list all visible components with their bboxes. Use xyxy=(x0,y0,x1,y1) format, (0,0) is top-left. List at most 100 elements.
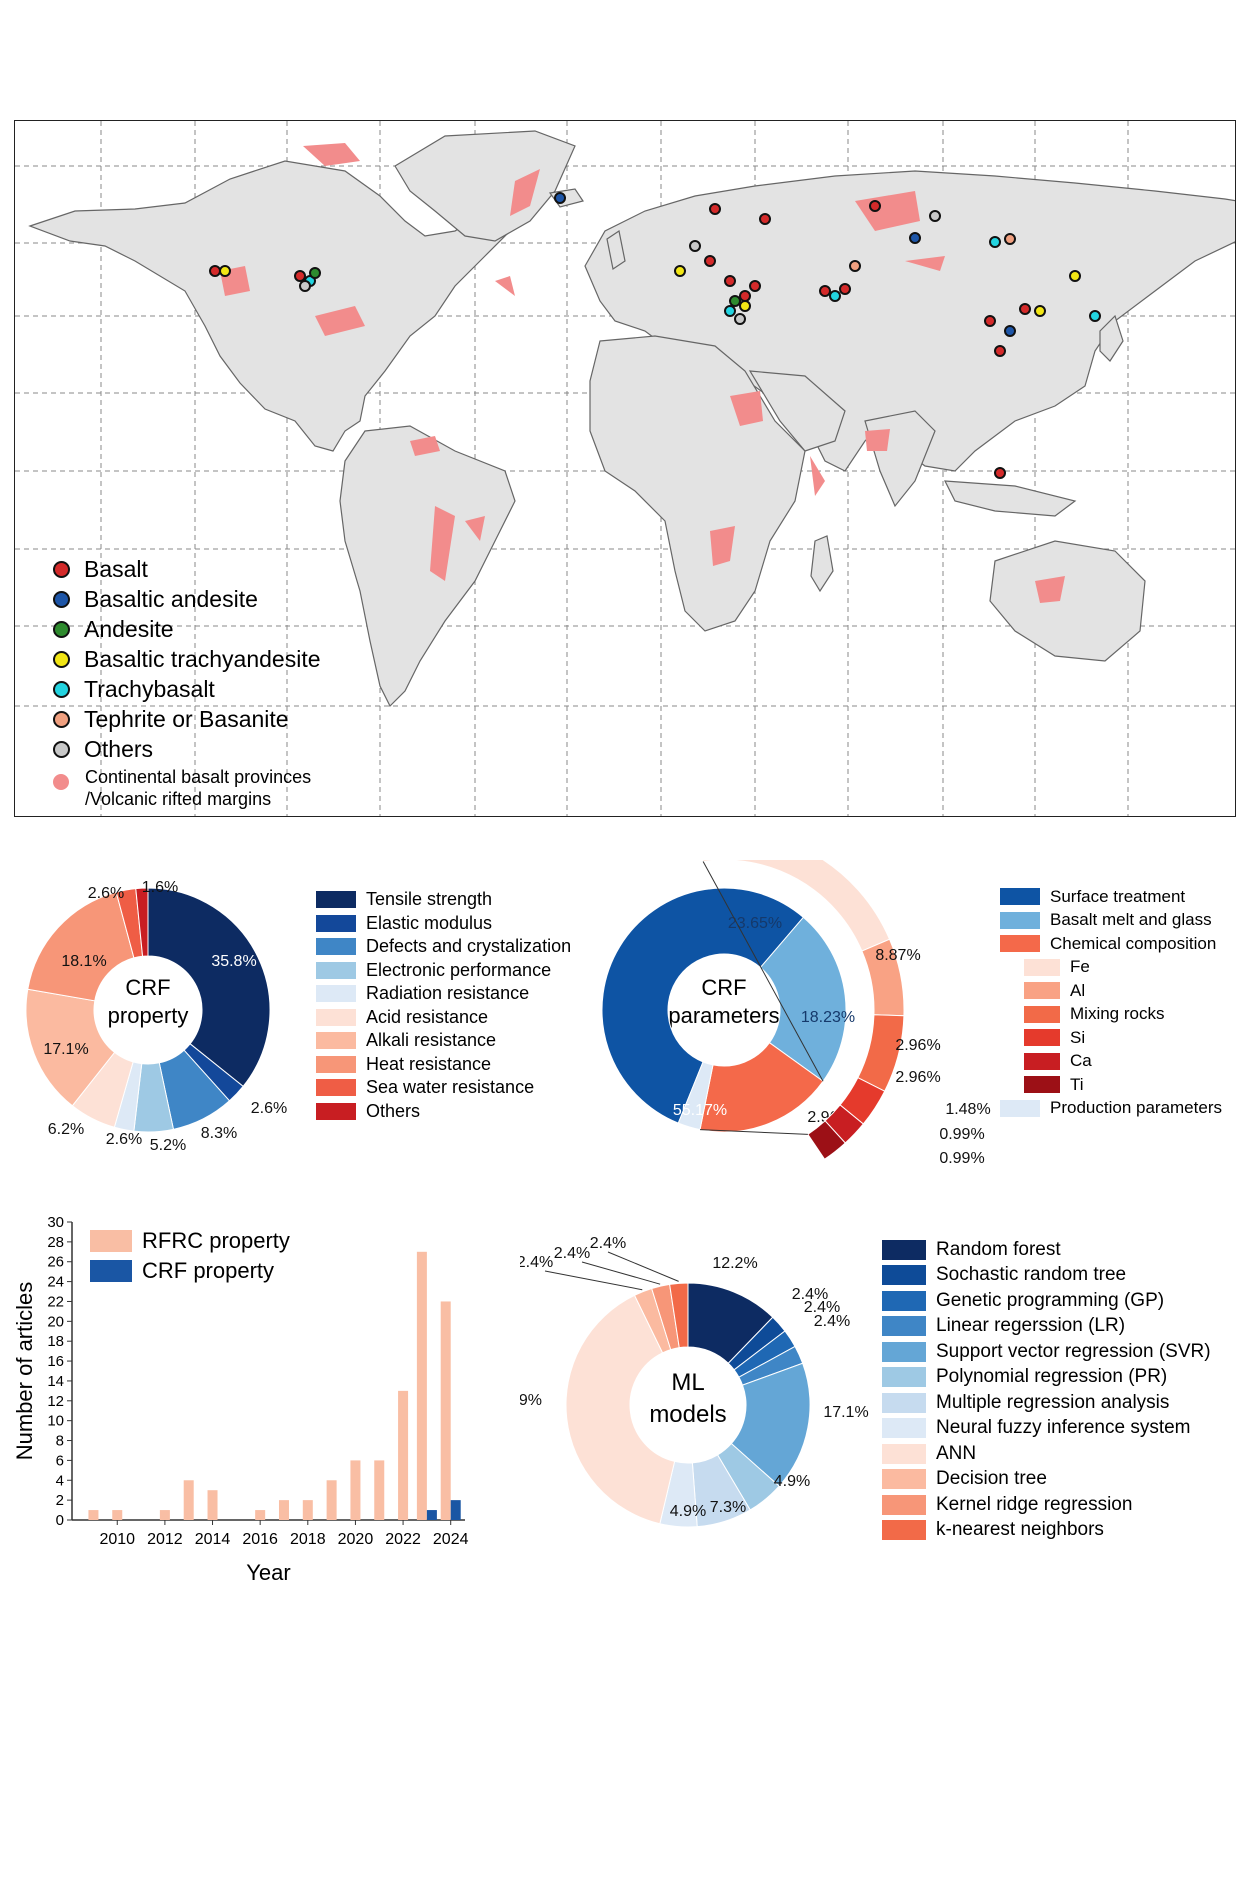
bar-rfrc-property-2020 xyxy=(350,1460,361,1520)
slice-label: 8.3% xyxy=(201,1125,237,1142)
legend-swatch xyxy=(316,914,356,932)
greenland xyxy=(394,130,576,242)
x-tick-label: 2020 xyxy=(338,1531,374,1548)
bar-rfrc-property-2023 xyxy=(416,1251,427,1520)
legend-label: Kernel ridge regression xyxy=(936,1493,1133,1515)
sample-basaltic-andesite xyxy=(554,192,566,204)
donut-center-label: property xyxy=(108,1003,189,1028)
legend-label: Polynomial regression (PR) xyxy=(936,1366,1168,1388)
legend-label: Radiation resistance xyxy=(366,983,530,1004)
y-tick-label: 14 xyxy=(47,1373,64,1390)
donut-center-label: CRF xyxy=(701,975,746,1000)
legend-label: Tephrite or Basanite xyxy=(84,705,289,732)
sample-basalt xyxy=(839,283,851,295)
legend-label: RFRC property xyxy=(142,1228,290,1253)
legend-label: Elastic modulus xyxy=(366,912,493,933)
legend-area-swatch xyxy=(53,774,69,790)
legend-dot xyxy=(53,650,70,668)
x-axis-label: Year xyxy=(246,1560,290,1585)
x-tick-label: 2010 xyxy=(99,1531,135,1548)
sample-others xyxy=(689,240,701,252)
legend-item-neural-fuzzy-inference-system: Neural fuzzy inference system xyxy=(882,1416,1211,1442)
donut-slice-ann xyxy=(565,1294,676,1525)
legend-item-decision-tree: Decision tree xyxy=(882,1467,1211,1493)
donut-slice-chemical-composition xyxy=(699,1041,824,1133)
bar-rfrc-property-2009 xyxy=(88,1510,99,1520)
legend-swatch xyxy=(882,1494,926,1515)
sample-basalt xyxy=(1019,303,1031,315)
crf-property-legend: Tensile strength Elastic modulus Defects a… xyxy=(316,888,571,1123)
legend-label: Sochastic random tree xyxy=(936,1264,1127,1286)
legend-item-random-forest: Random forest xyxy=(882,1237,1211,1263)
sample-andesite xyxy=(729,295,741,307)
legend-label: Acid resistance xyxy=(366,1006,489,1027)
legend-label: Basalt xyxy=(84,555,148,582)
crf-parameters-legend: Surface treatment Basalt melt and glass Ch… xyxy=(1000,885,1222,1120)
legend-dot xyxy=(53,740,70,758)
sample-basalt xyxy=(819,285,831,297)
legend-label: k-nearest neighbors xyxy=(936,1519,1104,1541)
y-tick-label: 22 xyxy=(47,1293,64,1310)
legend-label: Basaltic andesite xyxy=(84,585,258,612)
slice-label: 4.9% xyxy=(774,1473,810,1490)
sample-points xyxy=(209,192,1101,479)
legend-item-ca: Ca xyxy=(1000,1050,1222,1074)
breakdown-label: 2.96% xyxy=(895,1037,940,1054)
donut-center-label: parameters xyxy=(668,1003,779,1028)
legend-swatch xyxy=(1024,1029,1060,1047)
slice-label: 55.17% xyxy=(673,1102,727,1119)
donut-slice-basalt-melt-and-glass xyxy=(759,916,847,1082)
legend-item-trachybasalt: Trachybasalt xyxy=(53,674,321,704)
donut-slice-others xyxy=(135,887,149,957)
north-america xyxy=(28,160,517,452)
legend-item-defects-and-crystalization: Defects and crystalization xyxy=(316,935,571,959)
slice-label: 17.1% xyxy=(823,1404,868,1421)
legend-item-polynomial-regression-pr: Polynomial regression (PR) xyxy=(882,1365,1211,1391)
legend-label: Others xyxy=(366,1100,421,1121)
y-tick-label: 0 xyxy=(56,1512,64,1529)
legend-label: Defects and crystalization xyxy=(366,936,572,957)
y-tick-label: 16 xyxy=(47,1353,64,1370)
legend-label: Trachybasalt xyxy=(84,675,215,702)
bar-rfrc-property-2016 xyxy=(255,1510,266,1520)
legend-dot xyxy=(53,710,70,728)
crf-parameters-donut: CRF parameters 55.17% 23.65% 18.23% 2.96% 8.… xyxy=(601,860,991,1167)
legend-label: Alkali resistance xyxy=(366,1030,497,1051)
connector-line xyxy=(702,861,824,1082)
x-tick-label: 2022 xyxy=(385,1531,421,1548)
slice-label: 18.23% xyxy=(801,1009,855,1026)
legend-label: Ca xyxy=(1070,1051,1092,1071)
y-tick-label: 20 xyxy=(47,1313,64,1330)
slice-label: 23.65% xyxy=(728,915,782,932)
legend-swatch xyxy=(316,985,356,1003)
legend-label: Tensile strength xyxy=(366,889,493,910)
sample-basalt xyxy=(984,315,996,327)
slice-label: 2.4% xyxy=(804,1299,840,1316)
donut-slice-production-parameters xyxy=(677,1061,714,1131)
donut-slice-alkali-resistance xyxy=(25,988,116,1107)
legend-swatch xyxy=(882,1341,926,1362)
sample-basalt xyxy=(724,275,736,287)
bar-crf-property-2024 xyxy=(450,1500,461,1520)
legend-label: Sea water resistance xyxy=(366,1077,535,1098)
legend-label: Chemical composition xyxy=(1050,933,1217,953)
legend-swatch xyxy=(882,1367,926,1388)
south-america xyxy=(339,425,516,708)
legend-dot xyxy=(53,620,70,638)
legend-item-tephrite: Tephrite or Basanite xyxy=(53,704,321,734)
bar-rfrc-property-2021 xyxy=(374,1460,385,1520)
legend-swatch xyxy=(882,1469,926,1490)
sample-tephrite xyxy=(1004,233,1016,245)
legend-swatch xyxy=(316,1008,356,1026)
bar-rfrc-property-2012 xyxy=(159,1510,170,1520)
leader-line xyxy=(607,1251,679,1282)
sample-basalt xyxy=(869,200,881,212)
legend-label: Electronic performance xyxy=(366,959,552,980)
legend-swatch xyxy=(316,891,356,909)
connector-line xyxy=(699,1129,808,1135)
legend-swatch xyxy=(316,938,356,956)
arabia xyxy=(748,370,846,452)
legend-dot xyxy=(53,680,70,698)
legend-label: Production parameters xyxy=(1050,1098,1222,1118)
legend-swatch xyxy=(882,1316,926,1337)
